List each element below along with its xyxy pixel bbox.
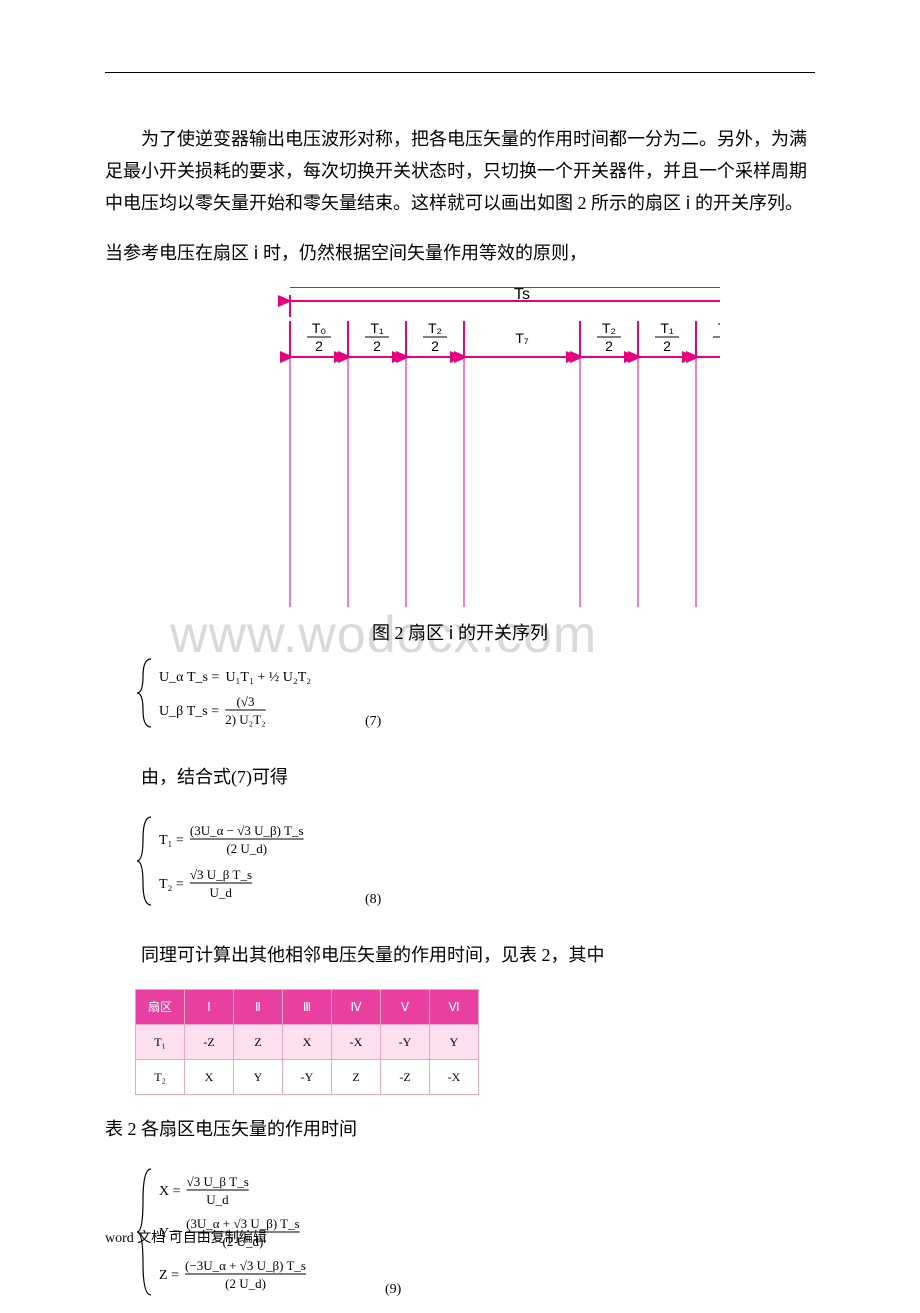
svg-text:T₀: T₀	[312, 320, 327, 336]
equation-8: T₁ = (3U_α − √3 U_β) T_s (2 U_d) T₂ = √3 U_β…	[135, 811, 815, 921]
content-area: 为了使逆变器输出电压波形对称，把各电压矢量的作用时间都一分为二。另外，为满足最小…	[105, 105, 815, 1313]
svg-text:U_β T_s =: U_β T_s =	[159, 704, 219, 719]
svg-text:(√3: (√3	[236, 694, 254, 709]
svg-text:T₂: T₂	[428, 320, 442, 336]
svg-text:(3U_α − √3 U_β) T_s: (3U_α − √3 U_β) T_s	[190, 823, 304, 838]
svg-text:T₂: T₂	[602, 320, 616, 336]
svg-text:T₁: T₁	[660, 320, 674, 336]
svg-text:(7): (7)	[365, 714, 382, 729]
paragraph-1: 为了使逆变器输出电压波形对称，把各电压矢量的作用时间都一分为二。另外，为满足最小…	[105, 123, 815, 219]
equation-7-svg: U_α T_s = U₁T₁ + ½ U₂T₂ U_β T_s = (√3 2) U₂T…	[135, 653, 395, 733]
svg-text:T₀: T₀	[718, 320, 720, 336]
svg-text:2: 2	[315, 338, 323, 354]
svg-text:2: 2	[605, 338, 613, 354]
page: www.wodocx.com 为了使逆变器输出电压波形对称，把各电压矢量的作用时…	[0, 0, 920, 1302]
paragraph-4: 同理可计算出其他相邻电压矢量的作用时间，见表 2，其中	[105, 939, 815, 971]
svg-text:(−3U_α + √3 U_β) T_s: (−3U_α + √3 U_β) T_s	[185, 1258, 306, 1273]
svg-text:T₂ =: T₂ =	[159, 877, 184, 892]
figure-2-svg: TsT₀2T₁2T₂2T₇T₂2T₁2T₀2SaSbSc	[200, 287, 720, 607]
svg-text:√3 U_β T_s: √3 U_β T_s	[190, 867, 252, 882]
svg-text:T₁: T₁	[370, 320, 384, 336]
svg-text:Sc: Sc	[250, 287, 269, 291]
svg-text:T₁ =: T₁ =	[159, 833, 184, 848]
figure-2-caption: 图 2 扇区 ⅰ 的开关序列	[105, 617, 815, 649]
equation-7: U_α T_s = U₁T₁ + ½ U₂T₂ U_β T_s = (√3 2) U₂T…	[135, 653, 815, 743]
svg-text:(2 U_d): (2 U_d)	[225, 1276, 266, 1291]
svg-text:(2 U_d): (2 U_d)	[226, 841, 267, 856]
figure-2: TsT₀2T₁2T₂2T₇T₂2T₁2T₀2SaSbSc 图 2 扇区 ⅰ 的开…	[105, 287, 815, 649]
svg-text:2: 2	[373, 338, 381, 354]
footer-text: word 文档 可自由复制编辑	[105, 1227, 267, 1247]
svg-text:2) U₂T₂: 2) U₂T₂	[225, 712, 265, 727]
equation-8-svg: T₁ = (3U_α − √3 U_β) T_s (2 U_d) T₂ = √3 U_β…	[135, 811, 395, 911]
svg-text:U_d: U_d	[206, 1192, 229, 1207]
table-2: 扇区ⅠⅡⅢⅣⅤⅥT₁-ZZX-X-YYT₂XY-YZ-Z-X	[135, 989, 479, 1095]
top-rule	[105, 72, 815, 73]
svg-text:2: 2	[663, 338, 671, 354]
svg-text:Z =: Z =	[159, 1268, 179, 1283]
svg-text:(9): (9)	[385, 1282, 402, 1297]
svg-text:√3 U_β T_s: √3 U_β T_s	[187, 1174, 249, 1189]
svg-text:(8): (8)	[365, 892, 382, 907]
svg-text:Ts: Ts	[514, 287, 530, 303]
svg-text:U_d: U_d	[210, 885, 233, 900]
svg-text:X =: X =	[159, 1184, 181, 1199]
paragraph-3: 由，结合式(7)可得	[105, 761, 815, 793]
svg-text:U_α T_s =: U_α T_s =	[159, 670, 219, 685]
svg-text:T₇: T₇	[515, 330, 529, 346]
paragraph-2: 当参考电压在扇区 ⅰ 时，仍然根据空间矢量作用等效的原则，	[105, 237, 815, 269]
svg-text:2: 2	[431, 338, 439, 354]
table-2-caption: 表 2 各扇区电压矢量的作用时间	[105, 1113, 815, 1145]
svg-text:U₁T₁ + ½ U₂T₂: U₁T₁ + ½ U₂T₂	[225, 670, 311, 685]
